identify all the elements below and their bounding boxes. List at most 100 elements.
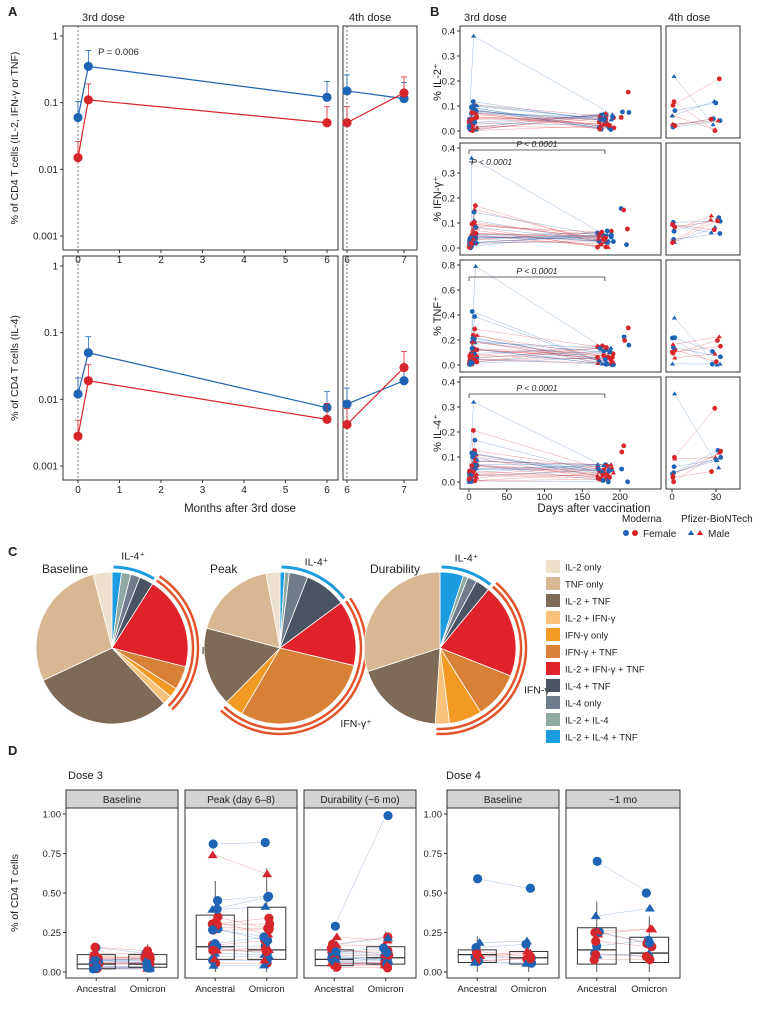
circle-point [671, 99, 677, 105]
panel-d-label: D [8, 743, 17, 758]
subject-line [96, 959, 148, 964]
panel-b-frame-dose4 [665, 376, 741, 490]
y-tick-label: 0.25 [43, 928, 62, 939]
y-tick-label: 0.75 [424, 849, 443, 860]
legend-male-marker [696, 530, 704, 536]
x-tick-label: 4 [241, 485, 247, 496]
data-point [322, 92, 332, 102]
x-tick-label: Ancestral [457, 984, 497, 995]
circle-point [259, 932, 269, 942]
legend-swatch [546, 594, 560, 607]
triangle-point [669, 121, 676, 126]
subject-line [334, 950, 386, 953]
subject-line [672, 471, 712, 478]
subject-line [673, 101, 716, 131]
il4-label: IL-4⁺ [121, 551, 145, 563]
circle-point [711, 227, 717, 233]
pie-slice [367, 647, 441, 725]
x-tick-label: 50 [501, 492, 512, 503]
circle-point [142, 958, 152, 968]
y-tick-label: 0.00 [43, 968, 62, 979]
triangle-point [644, 903, 655, 912]
panel-c-label: C [8, 544, 18, 559]
panel-a-frame-dose3 [62, 255, 339, 481]
pie-title: Baseline [42, 562, 88, 576]
y-tick-label: 0.2 [442, 336, 455, 347]
subject-line [96, 956, 148, 961]
circle-point [718, 455, 724, 460]
legend-label: IL-2 + IL-4 + TNF [565, 733, 638, 744]
subject-line [215, 950, 267, 952]
circle-point [710, 349, 715, 354]
circle-point [621, 443, 627, 449]
y-tick-label: 0.4 [442, 27, 455, 38]
subject-line [215, 917, 267, 925]
subject-line [96, 959, 148, 963]
facet-frame [184, 807, 298, 979]
circle-point [605, 479, 611, 485]
circle-point [207, 925, 218, 935]
y-tick-label: 0.01 [39, 165, 59, 176]
circle-point [713, 100, 719, 106]
panel-a-frame-dose4 [342, 255, 418, 481]
panel-b-dose3-title: 3rd dose [464, 12, 507, 24]
y-tick-label: 0.0 [442, 361, 455, 372]
subject-line [672, 224, 712, 233]
x-tick-label: Ancestral [195, 984, 235, 995]
subject-line [477, 950, 529, 957]
triangle-point [605, 240, 611, 245]
triangle-point [88, 964, 99, 973]
subject-line [334, 962, 386, 966]
circle-point [212, 895, 223, 906]
triangle-point [595, 360, 601, 365]
circle-point [601, 353, 607, 358]
circle-point [600, 478, 606, 483]
triangle-point [597, 123, 604, 128]
circle-point [603, 345, 609, 350]
circle-point [472, 437, 478, 443]
circle-point [625, 479, 630, 485]
legend-label: IL-2 + TNF [565, 597, 611, 608]
circle-point [609, 232, 614, 238]
pie-slice [111, 583, 189, 668]
subject-line [672, 115, 716, 131]
subject-line [215, 921, 267, 935]
triangle-point [209, 954, 220, 963]
p-value-label: P < 0.0001 [471, 157, 512, 167]
circle-point [606, 468, 612, 474]
subject-line [674, 227, 716, 243]
circle-point [600, 236, 606, 242]
data-point [342, 419, 352, 430]
triangle-point [469, 958, 480, 966]
circle-point [672, 108, 678, 114]
subject-line [96, 946, 148, 952]
y-tick-label: 0.3 [442, 403, 455, 414]
data-point [73, 431, 83, 441]
subject-line [674, 457, 716, 460]
circle-point [708, 116, 714, 122]
circle-point [669, 335, 675, 341]
triangle-point [605, 244, 611, 249]
subject-line [674, 317, 717, 366]
dose3-title: Dose 3 [68, 770, 103, 782]
circle-point [472, 326, 478, 332]
x-tick-label: 3 [200, 485, 206, 496]
subject-line [215, 953, 267, 955]
circle-point [597, 346, 603, 351]
subject-line [96, 959, 148, 962]
panel-a-frame-dose3 [62, 25, 339, 251]
il4-label: IL-4⁺ [305, 557, 329, 569]
y-tick-label: 0.2 [442, 428, 455, 439]
y-tick-label: 0.0 [442, 478, 455, 489]
subject-line [215, 947, 267, 951]
circle-point [596, 466, 601, 472]
circle-point [601, 116, 607, 122]
circle-point [469, 463, 475, 469]
data-point [73, 152, 83, 163]
triangle-point [670, 470, 676, 475]
circle-point [624, 242, 629, 248]
triangle-point [606, 238, 612, 243]
circle-point [621, 334, 627, 340]
circle-point [625, 226, 630, 232]
circle-point [599, 229, 605, 235]
